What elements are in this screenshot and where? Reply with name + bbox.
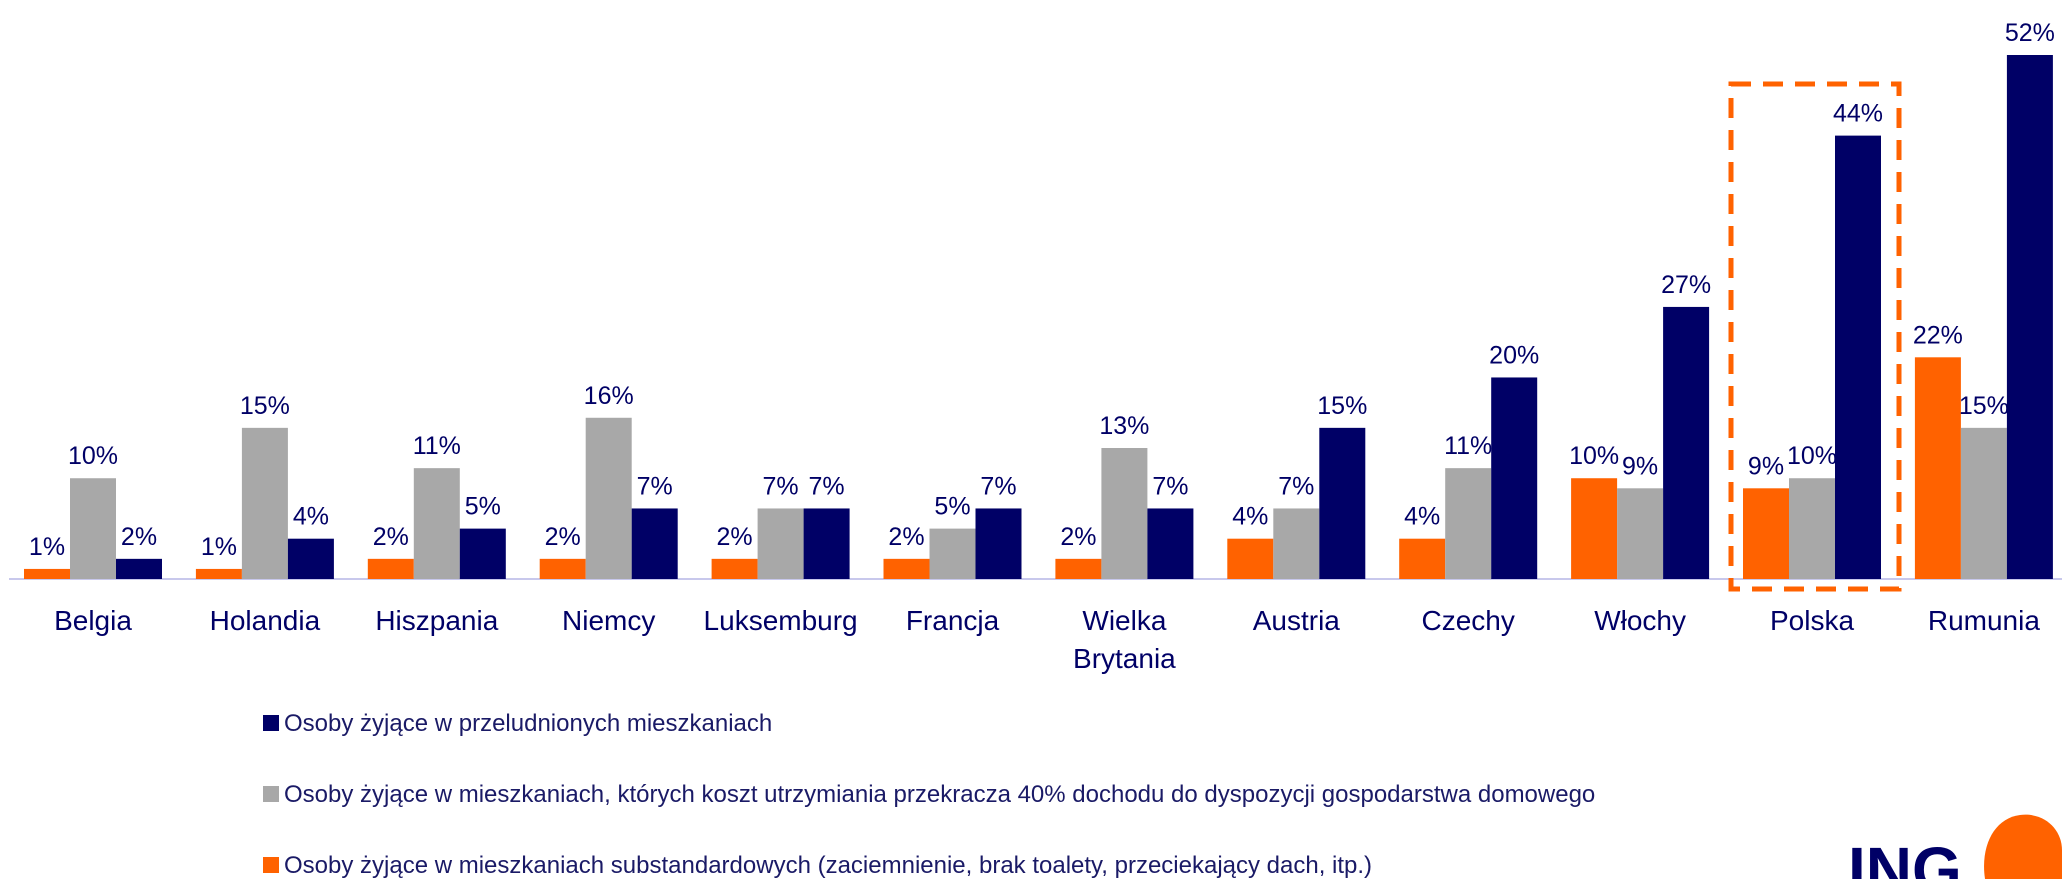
data-label: 5% [465, 493, 501, 521]
bar [1101, 448, 1148, 579]
bar [1663, 306, 1710, 579]
data-label: 13% [1099, 412, 1149, 440]
bar [631, 508, 678, 579]
data-label: 7% [763, 472, 799, 500]
legend-label: Osoby żyjące w przeludnionych mieszkania… [284, 710, 772, 737]
bar [585, 417, 632, 579]
data-label: 16% [584, 382, 634, 410]
data-label: 1% [29, 533, 65, 561]
bar [711, 558, 758, 579]
bar [975, 508, 1022, 579]
bar [929, 528, 976, 579]
x-tick-label: Belgia [54, 605, 132, 636]
x-tick-label: Holandia [210, 605, 321, 636]
data-label: 27% [1661, 271, 1711, 299]
data-label: 7% [637, 472, 673, 500]
data-label: 2% [888, 523, 924, 551]
highlight-box [1728, 81, 1902, 592]
bar [1273, 508, 1320, 579]
x-tick-label: Wielka Brytania [1073, 605, 1176, 674]
data-label: 11% [1444, 432, 1492, 460]
bar [1960, 427, 2007, 579]
data-label: 1% [201, 533, 237, 561]
x-tick-label: Niemcy [562, 605, 655, 636]
bar [757, 508, 804, 579]
data-label: 22% [1913, 321, 1963, 349]
bar [1491, 377, 1538, 579]
data-label: 4% [1404, 503, 1440, 531]
x-tick-label: Hiszpania [375, 605, 498, 636]
legend-label: Osoby żyjące w mieszkaniach, których kos… [284, 781, 1595, 808]
data-label: 15% [240, 392, 290, 420]
data-label: 2% [545, 523, 581, 551]
bar [195, 568, 242, 579]
data-label: 9% [1748, 452, 1784, 480]
bar [287, 538, 334, 579]
bar [2006, 55, 2053, 579]
bar [539, 558, 586, 579]
bar [241, 427, 288, 579]
bar [1617, 488, 1664, 579]
data-label: 11% [413, 432, 461, 460]
bar [70, 478, 116, 579]
legend-label: Osoby żyjące w mieszkaniach substandardo… [284, 852, 1372, 879]
legend-swatch [263, 786, 279, 802]
x-tick-label: Polska [1770, 605, 1854, 636]
bar [1914, 357, 1961, 579]
data-label: 4% [293, 503, 329, 531]
x-tick-label: Włochy [1594, 605, 1686, 636]
data-label: 52% [2005, 19, 2055, 47]
data-label: 15% [1317, 392, 1367, 420]
bar [883, 558, 930, 579]
data-label: 10% [1787, 442, 1837, 470]
bar [24, 568, 70, 579]
logo-text: ING [1848, 834, 1962, 879]
bar [1571, 478, 1618, 579]
x-tick-label: Czechy [1422, 605, 1515, 636]
data-label: 20% [1489, 341, 1539, 369]
x-tick-label: Luksemburg [704, 605, 858, 636]
data-label: 2% [121, 523, 157, 551]
bar [1399, 538, 1446, 579]
data-label: 10% [1569, 442, 1619, 470]
bar [367, 558, 414, 579]
bar [803, 508, 850, 579]
data-label: 7% [980, 472, 1016, 500]
data-label: 10% [68, 442, 118, 470]
bar [1319, 427, 1366, 579]
bar [413, 468, 460, 579]
bar [1227, 538, 1274, 579]
data-label: 5% [934, 493, 970, 521]
bar [1445, 468, 1492, 579]
legend-swatch [263, 715, 279, 731]
data-label: 4% [1232, 503, 1268, 531]
data-label: 7% [1152, 472, 1188, 500]
data-label: 2% [373, 523, 409, 551]
bar [459, 528, 506, 579]
data-label: 7% [809, 472, 845, 500]
data-label: 2% [717, 523, 753, 551]
bar [1743, 488, 1789, 579]
bar [1055, 558, 1102, 579]
data-label: 9% [1622, 452, 1658, 480]
data-label: 7% [1278, 472, 1314, 500]
bar [1789, 478, 1835, 579]
data-label: 15% [1959, 392, 2009, 420]
x-tick-label: Austria [1253, 605, 1341, 636]
bar [1147, 508, 1194, 579]
logo-lion [1984, 814, 2062, 879]
x-tick-label: Rumunia [1928, 605, 2040, 636]
x-tick-label: Francja [906, 605, 1000, 636]
bar [116, 558, 162, 579]
legend-swatch [263, 857, 279, 873]
data-label: 44% [1833, 100, 1883, 128]
data-label: 2% [1060, 523, 1096, 551]
bar [1835, 135, 1881, 579]
